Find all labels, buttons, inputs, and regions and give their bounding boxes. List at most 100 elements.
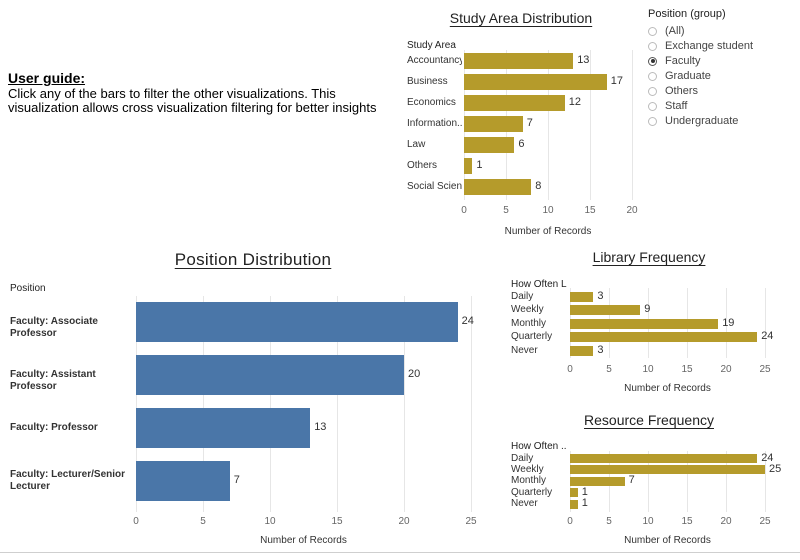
category-label: Faculty: Professor	[10, 422, 98, 433]
bar[interactable]	[570, 488, 578, 498]
category-label: Weekly	[511, 304, 544, 316]
field-header: Study Area	[407, 40, 456, 51]
data-label: 17	[610, 75, 624, 87]
x-axis-title: Number of Records	[624, 535, 711, 546]
filter-option-all[interactable]: (All)	[648, 25, 798, 37]
bar[interactable]	[570, 499, 578, 509]
bar[interactable]	[464, 74, 607, 90]
category-label: Faculty: Associate Professor	[10, 316, 98, 339]
chart-title: Study Area Distribution	[449, 10, 593, 26]
category-label: Faculty: Lecturer/Senior Lecturer	[10, 469, 126, 492]
bar[interactable]	[570, 318, 719, 329]
data-label: 7	[233, 474, 240, 486]
category-label: Never	[511, 498, 538, 510]
filter-option-label: Undergraduate	[665, 115, 739, 127]
radio-button-icon[interactable]	[648, 86, 657, 96]
gridline	[726, 288, 727, 358]
x-tick-label: 15	[681, 516, 693, 527]
data-label: 24	[461, 315, 474, 327]
bar[interactable]	[570, 465, 765, 475]
x-tick-label: 20	[626, 205, 638, 216]
radio-button-icon[interactable]	[648, 71, 657, 81]
category-label: Weekly	[511, 463, 544, 475]
gridline	[548, 50, 549, 200]
x-tick-label: 10	[264, 516, 276, 527]
bar[interactable]	[464, 158, 473, 174]
chart-title: Library Frequency	[592, 249, 706, 265]
bar[interactable]	[464, 179, 532, 195]
bar[interactable]	[136, 355, 404, 395]
bar[interactable]	[136, 461, 230, 501]
data-label: 24	[761, 330, 774, 343]
x-tick-label: 10	[642, 364, 654, 375]
bar[interactable]	[464, 116, 523, 132]
data-label: 13	[577, 54, 590, 66]
bar[interactable]	[464, 137, 515, 153]
bar[interactable]	[570, 345, 594, 356]
radio-button-icon[interactable]	[648, 101, 657, 111]
bar[interactable]	[464, 53, 574, 69]
gridline	[765, 451, 766, 512]
radio-button-icon[interactable]	[648, 26, 657, 36]
x-tick-label: 20	[720, 516, 732, 527]
bar[interactable]	[570, 476, 625, 486]
gridline	[590, 50, 591, 200]
filter-title: Position (group)	[648, 8, 726, 20]
bar[interactable]	[464, 95, 565, 111]
category-label: Others	[407, 160, 438, 171]
data-label: 9	[644, 303, 651, 316]
data-label: 8	[535, 180, 542, 192]
bar[interactable]	[570, 454, 758, 463]
category-label: Business	[407, 76, 448, 87]
radio-button-icon[interactable]	[648, 41, 657, 51]
data-label: 7	[526, 117, 533, 129]
radio-button-icon[interactable]	[648, 116, 657, 126]
position-group-filter: Position (group) (All) Exchange student Fa…	[648, 8, 798, 127]
x-tick-label: 5	[606, 516, 612, 527]
data-label: 1	[476, 159, 483, 171]
category-label: Quarterly	[511, 486, 553, 498]
radio-button-icon[interactable]	[648, 56, 657, 66]
bar[interactable]	[136, 302, 458, 342]
data-label: 24	[761, 451, 774, 464]
filter-option-others[interactable]: Others	[648, 85, 798, 97]
x-tick-label: 5	[606, 364, 612, 375]
filter-option-undergraduate[interactable]: Undergraduate	[648, 115, 798, 127]
filter-option-exchange-student[interactable]: Exchange student	[648, 40, 798, 52]
x-tick-label: 10	[542, 205, 554, 216]
filter-option-staff[interactable]: Staff	[648, 100, 798, 112]
x-tick-label: 0	[461, 205, 467, 216]
user-guide-text: Click any of the bars to filter the othe…	[8, 86, 377, 115]
x-tick-label: 5	[200, 516, 206, 527]
data-label: 1	[581, 485, 588, 498]
data-label: 19	[722, 316, 735, 329]
category-label: Monthly	[511, 475, 547, 487]
bar[interactable]	[570, 292, 594, 302]
x-tick-label: 10	[642, 516, 654, 527]
x-tick-label: 25	[465, 516, 477, 527]
user-guide-title: User guide:	[8, 70, 86, 86]
gridline	[632, 50, 633, 200]
x-axis-title: Number of Records	[624, 383, 711, 394]
bar[interactable]	[570, 305, 641, 316]
category-label: Social Scien..	[407, 181, 462, 192]
category-label: Faculty: Assistant Professor	[10, 369, 96, 392]
gridline	[471, 296, 472, 512]
category-label: Economics	[407, 97, 456, 108]
filter-option-graduate[interactable]: Graduate	[648, 70, 798, 82]
category-label: Daily	[511, 291, 534, 302]
bar[interactable]	[570, 332, 758, 343]
category-label: Information..	[407, 118, 462, 129]
data-label: 3	[597, 343, 604, 356]
filter-option-faculty[interactable]: Faculty	[648, 55, 798, 67]
page-bottom-divider	[0, 552, 800, 553]
x-axis-title: Number of Records	[504, 226, 592, 237]
category-label: Accountancy	[407, 55, 462, 66]
category-label: Monthly	[511, 317, 547, 329]
chart-title: Resource Frequency	[584, 412, 714, 428]
x-tick-label: 20	[720, 364, 732, 375]
data-label: 7	[628, 474, 635, 487]
x-tick-label: 25	[759, 516, 771, 527]
x-tick-label: 0	[567, 516, 573, 527]
bar[interactable]	[136, 408, 311, 448]
